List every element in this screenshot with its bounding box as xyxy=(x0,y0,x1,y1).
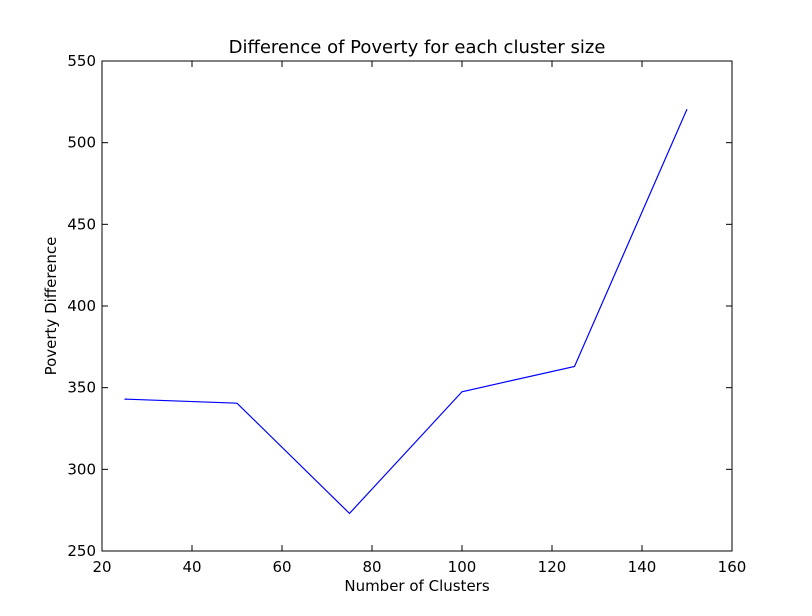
y-tick-label: 300 xyxy=(67,460,96,478)
chart-title: Difference of Poverty for each cluster s… xyxy=(229,37,606,58)
x-tick-label: 100 xyxy=(448,558,477,576)
y-tick-label: 450 xyxy=(67,215,96,233)
x-tick-label: 140 xyxy=(628,558,657,576)
plot-area xyxy=(102,61,732,551)
x-tick-label: 20 xyxy=(92,558,111,576)
x-axis-label: Number of Clusters xyxy=(344,577,489,595)
plot-frame xyxy=(101,60,733,552)
y-tick-label: 250 xyxy=(67,542,96,560)
y-tick-label: 350 xyxy=(67,379,96,397)
series-line xyxy=(124,108,688,515)
x-tick-label: 120 xyxy=(538,558,567,576)
x-tick-label: 160 xyxy=(718,558,747,576)
tick-labels: 20 40 60 80 100 120 140 160 250 300 350 400 450 500 55… xyxy=(67,52,746,576)
y-tick-label: 400 xyxy=(67,297,96,315)
series-layer xyxy=(124,108,688,515)
x-tick-label: 80 xyxy=(362,558,381,576)
y-tick-label: 550 xyxy=(67,52,96,70)
x-tick-label: 60 xyxy=(272,558,291,576)
y-axis-label: Poverty Difference xyxy=(42,237,60,376)
y-tick-label: 500 xyxy=(67,134,96,152)
x-tick-label: 40 xyxy=(182,558,201,576)
